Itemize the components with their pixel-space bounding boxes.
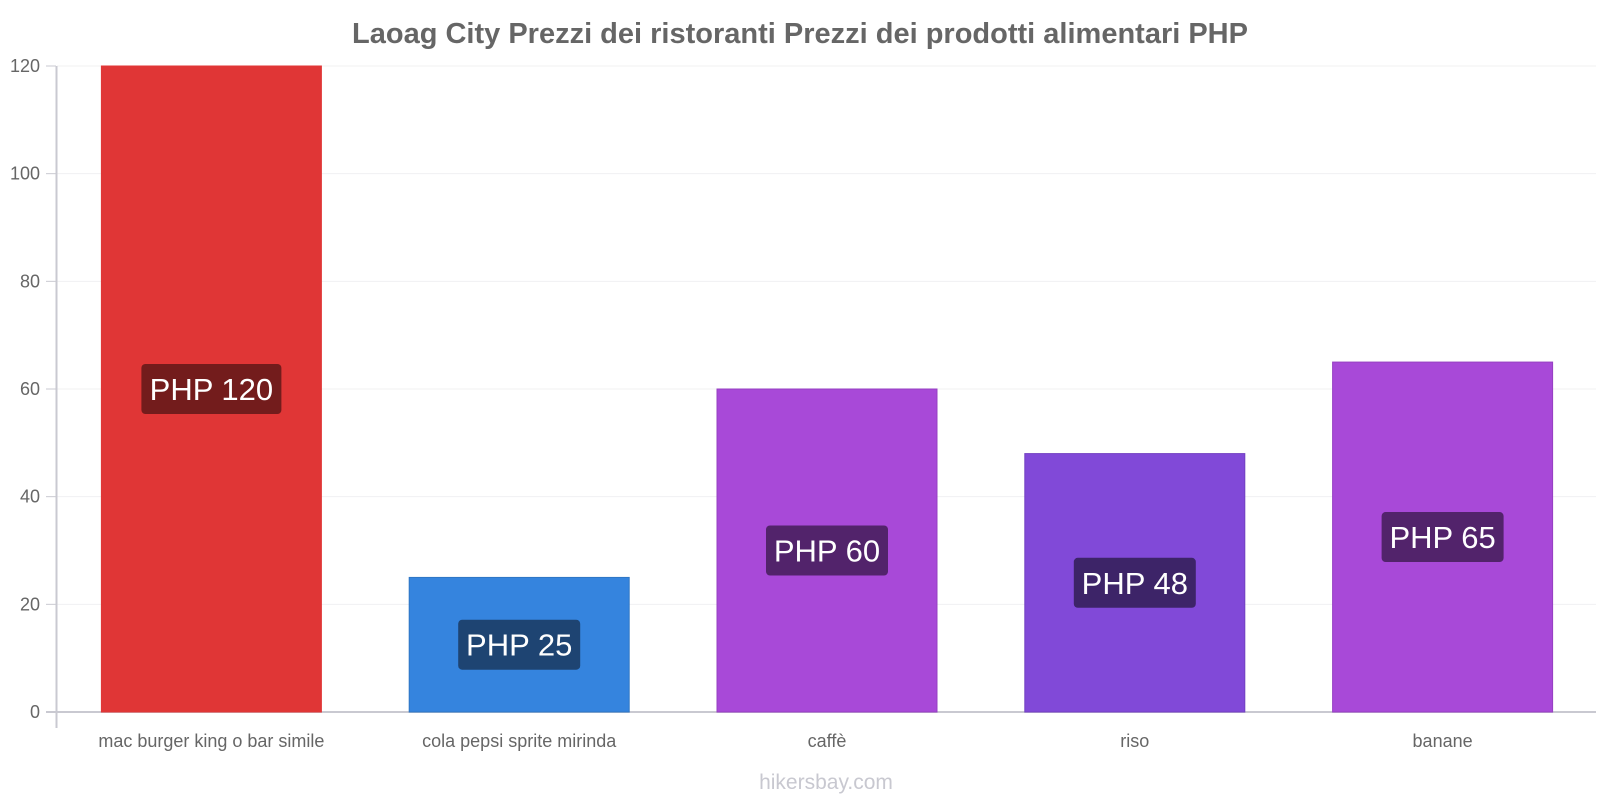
bars: PHP 120 PHP 25 PHP 60 PHP 48 PHP 65 [100,65,1554,713]
chart-title: Laoag City Prezzi dei ristoranti Prezzi … [352,18,1248,50]
x-category-label: caffè [808,731,847,751]
y-tick-label: 100 [10,164,40,184]
y-tick-label: 60 [20,379,40,399]
bar-group[interactable]: PHP 25 [408,576,630,713]
x-category-label: banane [1413,731,1473,751]
y-axis-ticks: 0 20 40 60 80 100 120 [10,56,56,722]
y-tick-label: 20 [20,594,40,614]
x-category-label: cola pepsi sprite mirinda [422,731,617,751]
value-label: PHP 25 [466,628,572,663]
bar-group[interactable]: PHP 65 [1332,361,1554,713]
value-label: PHP 48 [1082,566,1188,601]
y-tick-label: 0 [30,702,40,722]
value-label-badge [458,619,581,670]
y-tick-label: 80 [20,271,40,291]
x-category-label: mac burger king o bar simile [98,731,324,751]
bar-group[interactable]: PHP 60 [716,388,938,713]
x-axis-labels: mac burger king o bar simile cola pepsi s… [98,731,1472,751]
value-label: PHP 120 [150,372,274,407]
value-label-badge [766,525,888,576]
value-label: PHP 60 [774,534,880,569]
value-label-badge [1073,557,1196,608]
bar-group[interactable]: PHP 48 [1024,453,1246,713]
y-tick-label: 120 [10,56,40,76]
x-category-label: riso [1120,731,1149,751]
bar-group[interactable]: PHP 120 [100,65,322,713]
value-label-badge [141,364,282,414]
value-label: PHP 65 [1389,520,1495,555]
value-label-badge [1381,512,1504,563]
watermark: hikersbay.com [759,771,893,794]
y-tick-label: 40 [20,487,40,507]
